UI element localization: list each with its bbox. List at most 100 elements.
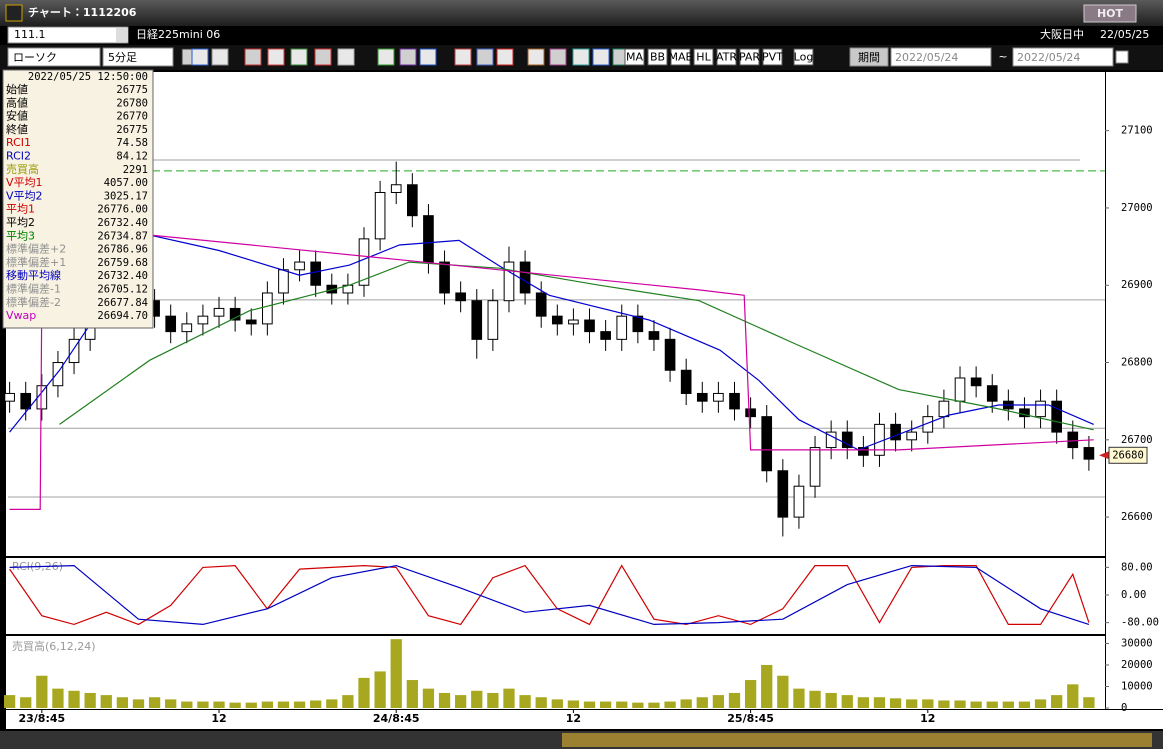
volume-bar bbox=[793, 688, 805, 708]
info-label: 平均2 bbox=[6, 215, 35, 229]
style-select[interactable] bbox=[7, 47, 101, 67]
x-tick-label: 12 bbox=[920, 712, 935, 725]
volume-bar bbox=[20, 697, 32, 708]
to-date[interactable] bbox=[1012, 47, 1114, 67]
candle-body bbox=[777, 470, 789, 518]
tool-icon[interactable] bbox=[592, 48, 610, 66]
info-value: 26677.84 bbox=[97, 297, 148, 309]
tool-icon[interactable] bbox=[314, 48, 332, 66]
tool-button-label[interactable]: Log bbox=[794, 51, 814, 64]
to-date-text[interactable]: 2022/05/24 bbox=[1017, 51, 1080, 64]
volume-bar bbox=[100, 695, 112, 708]
panel-title: 売買高(6,12,24) bbox=[12, 639, 96, 653]
y-tick-label: 26700 bbox=[1121, 434, 1153, 446]
tool-icon[interactable] bbox=[290, 48, 308, 66]
tool-icon[interactable] bbox=[454, 48, 472, 66]
volume-bar bbox=[503, 688, 515, 708]
tool-icon[interactable] bbox=[572, 48, 590, 66]
volume-bar bbox=[438, 692, 451, 708]
candle-body bbox=[471, 300, 483, 340]
info-value: 26732.40 bbox=[97, 270, 148, 282]
candle-body bbox=[52, 362, 64, 387]
volume-bar bbox=[744, 680, 757, 708]
tool-button-label[interactable]: PVT bbox=[762, 51, 783, 64]
volume-bar bbox=[728, 692, 741, 708]
interval-text[interactable]: 5分足 bbox=[108, 51, 137, 64]
candle-body bbox=[1019, 408, 1030, 418]
tool-button-label[interactable]: PAR bbox=[739, 51, 760, 64]
tool-button[interactable] bbox=[793, 48, 814, 66]
dropdown-button[interactable] bbox=[116, 28, 128, 42]
tool-button[interactable] bbox=[624, 48, 645, 66]
scroll-thumb[interactable] bbox=[562, 733, 1152, 747]
candle-body bbox=[68, 338, 80, 364]
volume-bar bbox=[889, 698, 902, 708]
tool-button-label[interactable]: HL bbox=[696, 51, 711, 64]
tool-button[interactable] bbox=[716, 48, 737, 66]
series-line bbox=[59, 261, 1094, 431]
tool-button-label[interactable]: BB bbox=[650, 51, 665, 64]
interval-select[interactable] bbox=[102, 47, 174, 67]
y-tick-label: 26600 bbox=[1121, 511, 1153, 523]
from-date-text[interactable]: 2022/05/24 bbox=[895, 51, 958, 64]
candle-body bbox=[245, 319, 257, 325]
tool-icon[interactable] bbox=[244, 48, 262, 66]
candle-body bbox=[680, 369, 692, 394]
tool-button-label[interactable]: MA bbox=[626, 51, 643, 64]
candle-body bbox=[729, 392, 740, 410]
hot-button[interactable] bbox=[1083, 4, 1137, 23]
tool-icon[interactable] bbox=[267, 48, 285, 66]
tool-button[interactable] bbox=[647, 48, 668, 66]
tool-icon[interactable] bbox=[211, 48, 229, 66]
tool-button[interactable] bbox=[670, 48, 691, 66]
volume-bar bbox=[519, 695, 531, 708]
volume-bar bbox=[390, 639, 402, 708]
candle-body bbox=[390, 184, 402, 193]
hot-label[interactable]: HOT bbox=[1097, 7, 1124, 20]
price-panel bbox=[6, 72, 1105, 556]
volume-bar bbox=[84, 692, 96, 708]
info-label: 平均3 bbox=[6, 228, 35, 242]
session: 大阪日中 bbox=[1040, 27, 1084, 41]
volume-bar bbox=[406, 680, 418, 708]
tool-icon[interactable] bbox=[549, 48, 567, 66]
volume-bar bbox=[970, 701, 982, 708]
style-text[interactable]: ローソク bbox=[13, 51, 57, 64]
volume-bar bbox=[648, 702, 660, 708]
from-date[interactable] bbox=[890, 47, 992, 67]
tool-icon[interactable] bbox=[399, 48, 417, 66]
info-value: 26776.00 bbox=[97, 204, 148, 216]
tool-button[interactable] bbox=[762, 48, 783, 66]
period-button[interactable] bbox=[849, 47, 889, 67]
window-title: チャート：1112206 bbox=[28, 6, 137, 19]
period-label[interactable]: 期間 bbox=[858, 51, 880, 64]
candle-body bbox=[970, 377, 982, 387]
tool-button-label[interactable]: ATR bbox=[716, 51, 737, 64]
info-value: 26786.96 bbox=[97, 244, 148, 256]
volume-bar bbox=[583, 701, 596, 708]
volume-bar bbox=[68, 690, 80, 708]
volume-bar bbox=[599, 701, 612, 708]
tool-icon[interactable] bbox=[496, 48, 514, 66]
tool-icon[interactable] bbox=[527, 48, 545, 66]
info-label: 標準偏差+1 bbox=[6, 255, 66, 269]
tool-icon[interactable] bbox=[476, 48, 494, 66]
candle-body bbox=[600, 331, 611, 340]
candle-body bbox=[374, 191, 386, 240]
tool-icon[interactable] bbox=[419, 48, 437, 66]
candle-body bbox=[648, 331, 660, 340]
checkbox[interactable] bbox=[1115, 50, 1129, 64]
tool-button[interactable] bbox=[739, 48, 760, 66]
candle-body bbox=[551, 315, 563, 325]
volume-bar bbox=[148, 697, 161, 708]
symbol-text[interactable]: 111.1 bbox=[14, 28, 46, 41]
tool-button[interactable] bbox=[693, 48, 714, 66]
tool-icon[interactable] bbox=[377, 48, 395, 66]
tool-icon[interactable] bbox=[337, 48, 355, 66]
tool-icon[interactable] bbox=[191, 48, 209, 66]
x-tick-label: 23/8:45 bbox=[18, 712, 65, 725]
info-value: 4057.00 bbox=[104, 177, 148, 189]
volume-bar bbox=[165, 699, 177, 708]
tool-button-label[interactable]: MAE bbox=[669, 51, 693, 64]
y-tick-label: -80.00 bbox=[1121, 617, 1159, 629]
